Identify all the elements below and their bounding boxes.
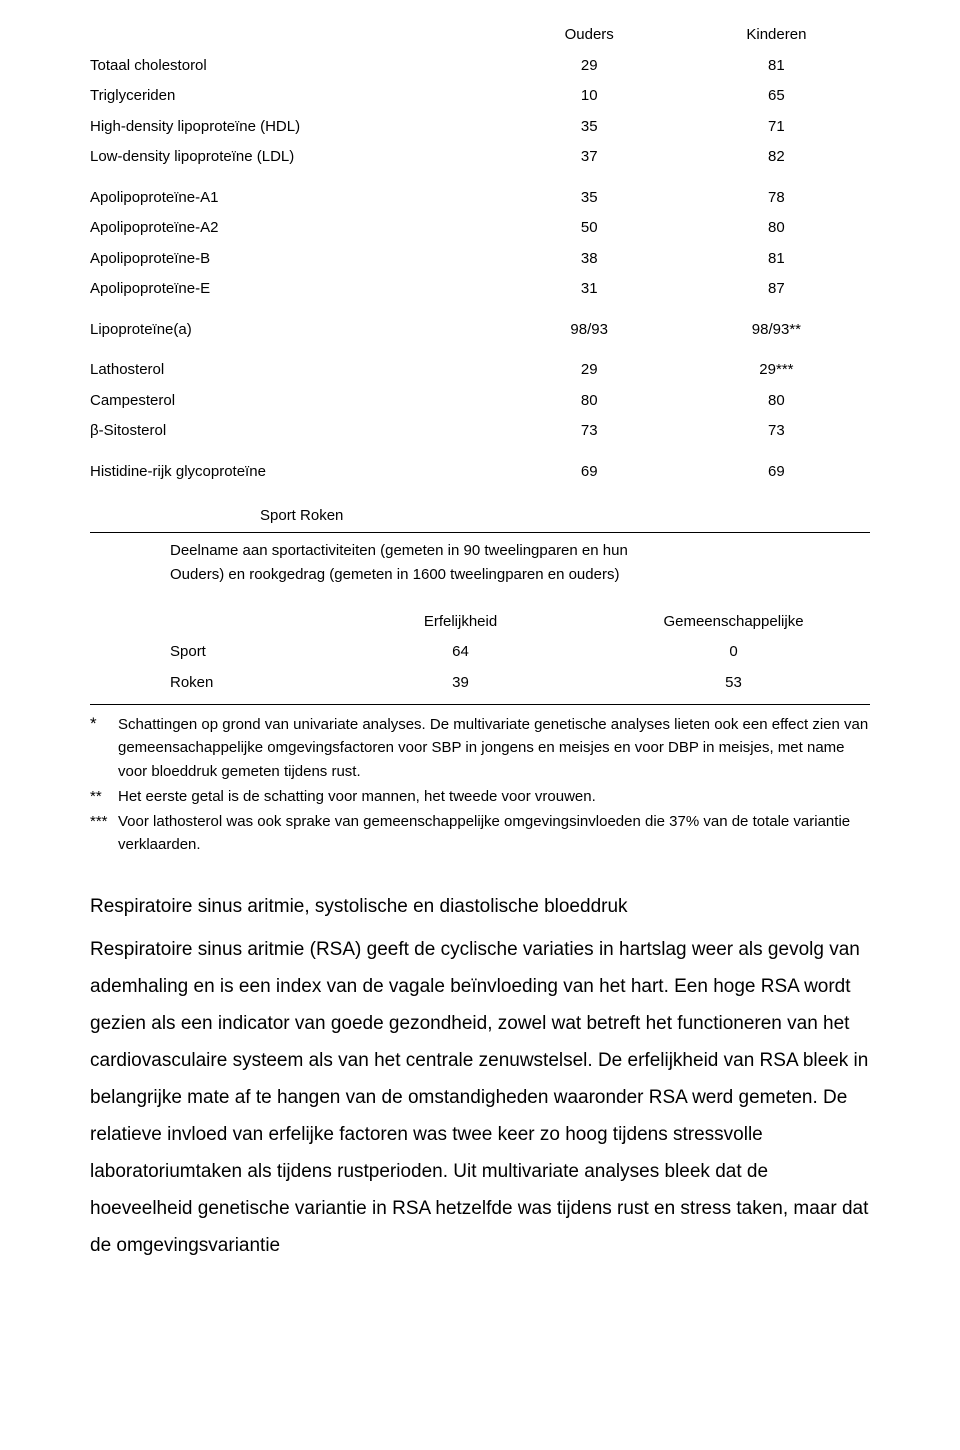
table-row: Apolipoproteïne-A25080 <box>90 213 870 244</box>
row-value-ouders: 73 <box>496 416 683 447</box>
row-value-ouders: 69 <box>496 457 683 488</box>
row-value-kinderen: 78 <box>683 183 870 214</box>
table-row: Histidine-rijk glycoproteïne6969 <box>90 457 870 488</box>
table-row: Apolipoproteïne-E3187 <box>90 274 870 305</box>
table2-header-row: Erfelijkheid Gemeenschappelijke <box>90 607 870 638</box>
footnote-2-text: Het eerste getal is de schatting voor ma… <box>118 785 870 808</box>
row-value-kinderen: 81 <box>683 244 870 275</box>
table-row: β-Sitosterol7373 <box>90 416 870 447</box>
row-value-ouders: 98/93 <box>496 315 683 346</box>
table-row: High-density lipoproteïne (HDL)3571 <box>90 112 870 143</box>
row-value-ouders: 29 <box>496 355 683 386</box>
spacer-row <box>90 173 870 183</box>
table2-bottom-rule <box>90 704 870 705</box>
row-value-ouders: 10 <box>496 81 683 112</box>
footnote-3: *** Voor lathosterol was ook sprake van … <box>90 810 870 857</box>
row-value-erfelijkheid: 39 <box>324 668 597 699</box>
row-value-erfelijkheid: 64 <box>324 637 597 668</box>
sport-roken-desc-line2: Ouders) en rookgedrag (gemeten in 1600 t… <box>170 566 619 583</box>
row-value-kinderen: 98/93** <box>683 315 870 346</box>
footnote-1: * Schattingen op grond van univariate an… <box>90 713 870 783</box>
row-value-kinderen: 80 <box>683 213 870 244</box>
row-label: β-Sitosterol <box>90 416 496 447</box>
row-value-ouders: 80 <box>496 386 683 417</box>
row-value-ouders: 35 <box>496 183 683 214</box>
row-value-kinderen: 29*** <box>683 355 870 386</box>
row-label: Totaal cholestorol <box>90 51 496 82</box>
sport-roken-desc-line1: Deelname aan sportactiviteiten (gemeten … <box>170 542 628 559</box>
body-heading: Respiratoire sinus aritmie, systolische … <box>90 893 870 922</box>
row-label: Lathosterol <box>90 355 496 386</box>
table-row: Lathosterol2929*** <box>90 355 870 386</box>
table-row: Apolipoproteïne-A13578 <box>90 183 870 214</box>
row-label: Apolipoproteïne-A2 <box>90 213 496 244</box>
footnote-3-star: *** <box>90 810 118 857</box>
row-label: High-density lipoproteïne (HDL) <box>90 112 496 143</box>
table-row: Totaal cholestorol2981 <box>90 51 870 82</box>
table2-header-gemeenschappelijke: Gemeenschappelijke <box>597 607 870 638</box>
row-value-ouders: 50 <box>496 213 683 244</box>
table1-header-kinderen: Kinderen <box>683 20 870 51</box>
row-value-ouders: 37 <box>496 142 683 173</box>
row-value-ouders: 38 <box>496 244 683 275</box>
spacer-row <box>90 305 870 315</box>
row-label: Low-density lipoproteïne (LDL) <box>90 142 496 173</box>
spacer-row <box>90 345 870 355</box>
row-value-gemeenschappelijke: 53 <box>597 668 870 699</box>
row-label: Roken <box>90 668 324 699</box>
body-section: Respiratoire sinus aritmie, systolische … <box>90 893 870 1265</box>
row-value-kinderen: 69 <box>683 457 870 488</box>
row-label: Apolipoproteïne-B <box>90 244 496 275</box>
spacer-row <box>90 447 870 457</box>
row-label: Lipoproteïne(a) <box>90 315 496 346</box>
footnote-1-star: * <box>90 711 118 781</box>
row-label: Sport <box>90 637 324 668</box>
footnote-2: ** Het eerste getal is de schatting voor… <box>90 785 870 808</box>
row-value-ouders: 35 <box>496 112 683 143</box>
table1-header-row: Ouders Kinderen <box>90 20 870 51</box>
row-label: Campesterol <box>90 386 496 417</box>
row-value-kinderen: 65 <box>683 81 870 112</box>
table-row: Sport640 <box>90 637 870 668</box>
table2-header-erfelijkheid: Erfelijkheid <box>324 607 597 638</box>
footnote-3-text: Voor lathosterol was ook sprake van geme… <box>118 810 870 857</box>
sport-roken-desc: Deelname aan sportactiviteiten (gemeten … <box>90 532 870 589</box>
row-value-kinderen: 73 <box>683 416 870 447</box>
row-value-ouders: 29 <box>496 51 683 82</box>
row-value-kinderen: 80 <box>683 386 870 417</box>
table-row: Lipoproteïne(a)98/9398/93** <box>90 315 870 346</box>
footnote-1-text: Schattingen op grond van univariate anal… <box>118 713 870 783</box>
lipid-table: Ouders Kinderen Totaal cholestorol2981Tr… <box>90 20 870 487</box>
table-row: Campesterol8080 <box>90 386 870 417</box>
sport-roken-header: Sport Roken <box>260 505 870 528</box>
sport-roken-table: Erfelijkheid Gemeenschappelijke Sport640… <box>90 607 870 699</box>
row-label: Apolipoproteïne-E <box>90 274 496 305</box>
row-value-kinderen: 81 <box>683 51 870 82</box>
table-row: Low-density lipoproteïne (LDL)3782 <box>90 142 870 173</box>
body-paragraph: Respiratoire sinus aritmie (RSA) geeft d… <box>90 931 870 1264</box>
row-value-kinderen: 87 <box>683 274 870 305</box>
row-label: Apolipoproteïne-A1 <box>90 183 496 214</box>
footnotes-block: * Schattingen op grond van univariate an… <box>90 713 870 857</box>
row-value-kinderen: 71 <box>683 112 870 143</box>
row-value-kinderen: 82 <box>683 142 870 173</box>
table-row: Roken3953 <box>90 668 870 699</box>
row-label: Histidine-rijk glycoproteïne <box>90 457 496 488</box>
table-row: Triglyceriden1065 <box>90 81 870 112</box>
table-row: Apolipoproteïne-B3881 <box>90 244 870 275</box>
table1-header-ouders: Ouders <box>496 20 683 51</box>
row-value-gemeenschappelijke: 0 <box>597 637 870 668</box>
footnote-2-star: ** <box>90 785 118 808</box>
row-label: Triglyceriden <box>90 81 496 112</box>
row-value-ouders: 31 <box>496 274 683 305</box>
